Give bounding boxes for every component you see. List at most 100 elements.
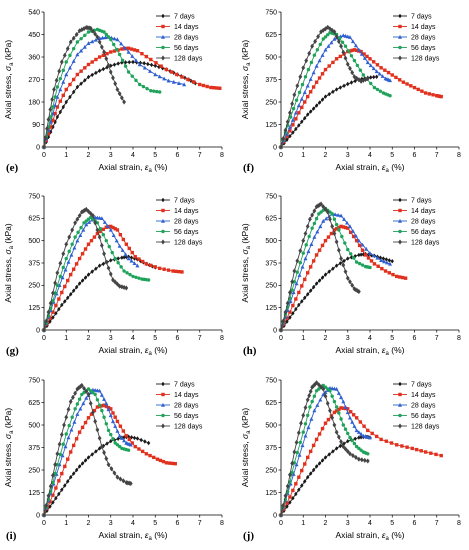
legend-label: 56 days xyxy=(174,229,199,236)
data-point xyxy=(330,415,335,421)
data-point xyxy=(107,244,111,249)
data-point xyxy=(90,452,94,457)
data-point xyxy=(375,63,380,67)
data-point xyxy=(290,460,295,467)
legend-marker xyxy=(398,24,402,29)
data-point xyxy=(66,435,71,440)
data-point xyxy=(349,80,354,85)
data-point xyxy=(48,125,53,129)
data-point xyxy=(301,251,305,255)
y-tick-label: 750 xyxy=(265,193,277,200)
data-point xyxy=(112,62,117,67)
y-tick-label: 375 xyxy=(265,260,277,267)
series-128-days xyxy=(279,24,370,150)
data-point xyxy=(83,458,88,463)
data-point xyxy=(305,397,310,403)
legend-entry: 14 days xyxy=(393,208,436,215)
y-axis-label: Axial stress, σa (kPa) xyxy=(240,408,252,488)
data-point xyxy=(60,302,64,308)
data-point xyxy=(102,220,107,224)
data-point xyxy=(297,273,302,277)
data-point xyxy=(434,452,438,457)
data-point xyxy=(343,225,348,230)
data-point xyxy=(439,453,443,458)
data-point xyxy=(298,261,302,265)
data-point xyxy=(332,410,337,415)
data-point xyxy=(365,458,370,464)
data-point xyxy=(166,78,171,83)
legend-label: 56 days xyxy=(411,413,436,420)
data-point xyxy=(321,37,325,41)
data-point xyxy=(320,97,325,102)
data-point xyxy=(111,437,115,441)
data-point xyxy=(53,280,58,286)
data-point xyxy=(294,126,298,132)
data-point xyxy=(328,389,332,393)
data-point xyxy=(84,395,89,400)
data-point xyxy=(78,233,83,238)
data-point xyxy=(108,271,113,277)
legend-label: 128 days xyxy=(174,240,203,247)
data-point xyxy=(330,223,335,230)
data-point xyxy=(60,487,64,492)
legend-marker xyxy=(161,239,165,245)
legend-entry: 7 days xyxy=(393,382,432,389)
data-point xyxy=(401,80,406,84)
data-point xyxy=(48,483,53,489)
data-point xyxy=(348,451,352,457)
legend-label: 56 days xyxy=(174,45,199,52)
y-tick-label: 450 xyxy=(28,32,40,39)
series-14-days xyxy=(279,48,443,149)
data-point xyxy=(67,249,71,254)
data-point xyxy=(80,278,85,283)
data-point xyxy=(48,504,52,509)
data-point xyxy=(95,221,100,225)
data-point xyxy=(104,422,109,426)
chart-panel-j: 0 1 2 3 4 5 6 7 8 0 125 250 375 500 625 750 Axial strain… xyxy=(240,377,461,542)
data-point xyxy=(327,452,331,457)
data-point xyxy=(53,471,57,476)
data-point xyxy=(69,252,74,257)
y-axis-label: Axial stress, σa (kPa) xyxy=(3,223,15,303)
data-point xyxy=(70,227,75,233)
y-tick-label: 750 xyxy=(28,193,40,200)
data-point xyxy=(345,275,350,281)
data-point xyxy=(281,502,286,509)
data-point xyxy=(86,391,91,398)
data-point xyxy=(63,284,67,289)
data-point xyxy=(332,399,337,404)
data-point xyxy=(118,424,123,428)
data-point xyxy=(297,290,301,295)
data-point xyxy=(58,99,63,103)
data-point xyxy=(122,438,127,443)
data-point xyxy=(319,201,323,207)
data-point xyxy=(54,77,59,83)
data-point xyxy=(374,69,379,74)
data-point xyxy=(97,263,102,268)
data-point xyxy=(334,405,339,409)
data-point xyxy=(314,437,319,442)
data-point xyxy=(405,445,409,449)
data-point xyxy=(117,283,122,289)
data-point xyxy=(43,135,48,141)
data-point xyxy=(73,390,78,396)
data-point xyxy=(376,264,380,268)
data-point xyxy=(389,441,394,445)
data-point xyxy=(130,441,134,445)
data-point xyxy=(124,242,129,246)
data-point xyxy=(306,292,310,297)
data-point xyxy=(345,34,350,39)
data-point xyxy=(86,62,91,67)
legend-label: 14 days xyxy=(174,24,199,31)
legend-label: 28 days xyxy=(411,35,436,42)
y-tick-label: 90 xyxy=(32,122,40,129)
data-point xyxy=(387,271,391,275)
data-point xyxy=(61,251,66,257)
data-point xyxy=(79,81,83,86)
data-point xyxy=(171,79,176,84)
data-point xyxy=(209,85,213,90)
data-point xyxy=(131,59,135,65)
data-point xyxy=(301,65,306,71)
data-point xyxy=(63,299,67,304)
data-point xyxy=(99,216,104,221)
